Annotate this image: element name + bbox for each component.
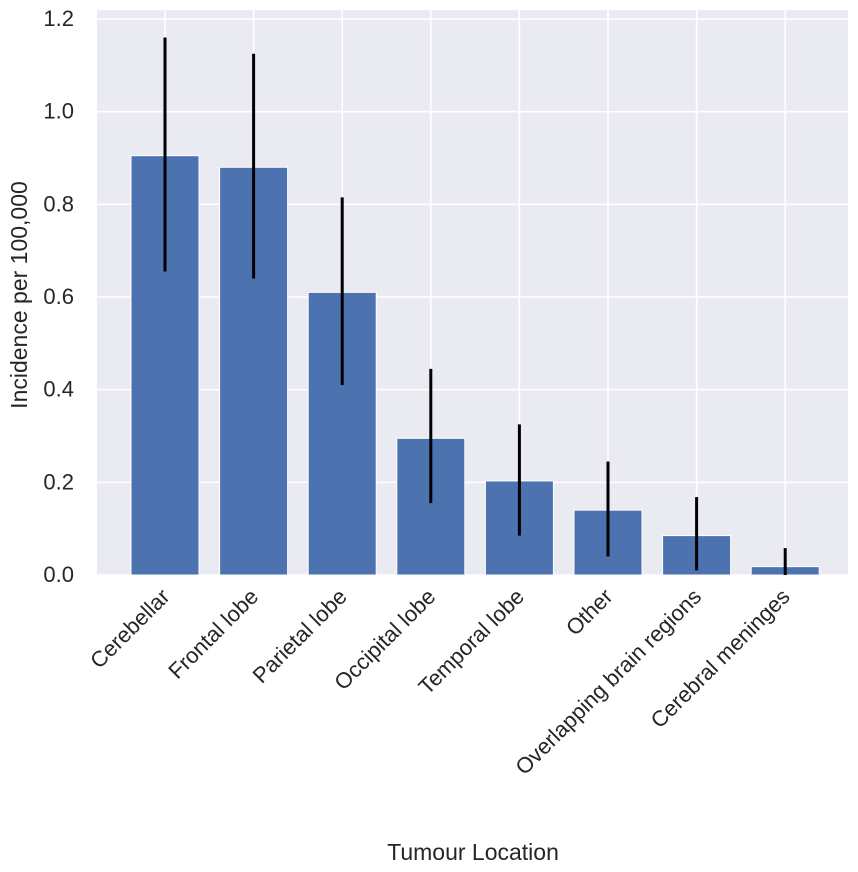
error-bars (163, 37, 787, 575)
x-tick-label: Other (561, 584, 618, 641)
y-tick-label: 0.0 (43, 562, 74, 587)
x-axis-label: Tumour Location (387, 839, 559, 865)
y-tick-label: 0.6 (43, 284, 74, 309)
y-tick-label: 1.2 (43, 6, 74, 31)
x-tick-label: Cerebellar (85, 584, 174, 673)
y-tick-label: 0.2 (43, 469, 74, 494)
y-tick-label: 0.4 (43, 377, 74, 402)
plot-area (97, 10, 848, 575)
y-axis-label: Incidence per 100,000 (6, 181, 32, 409)
x-tick-label: Overlapping brain regions (510, 584, 706, 780)
y-tick-label: 1.0 (43, 99, 74, 124)
y-axis-ticks: 0.0 0.2 0.4 0.6 0.8 1.0 1.2 (43, 6, 74, 587)
y-tick-label: 0.8 (43, 191, 74, 216)
